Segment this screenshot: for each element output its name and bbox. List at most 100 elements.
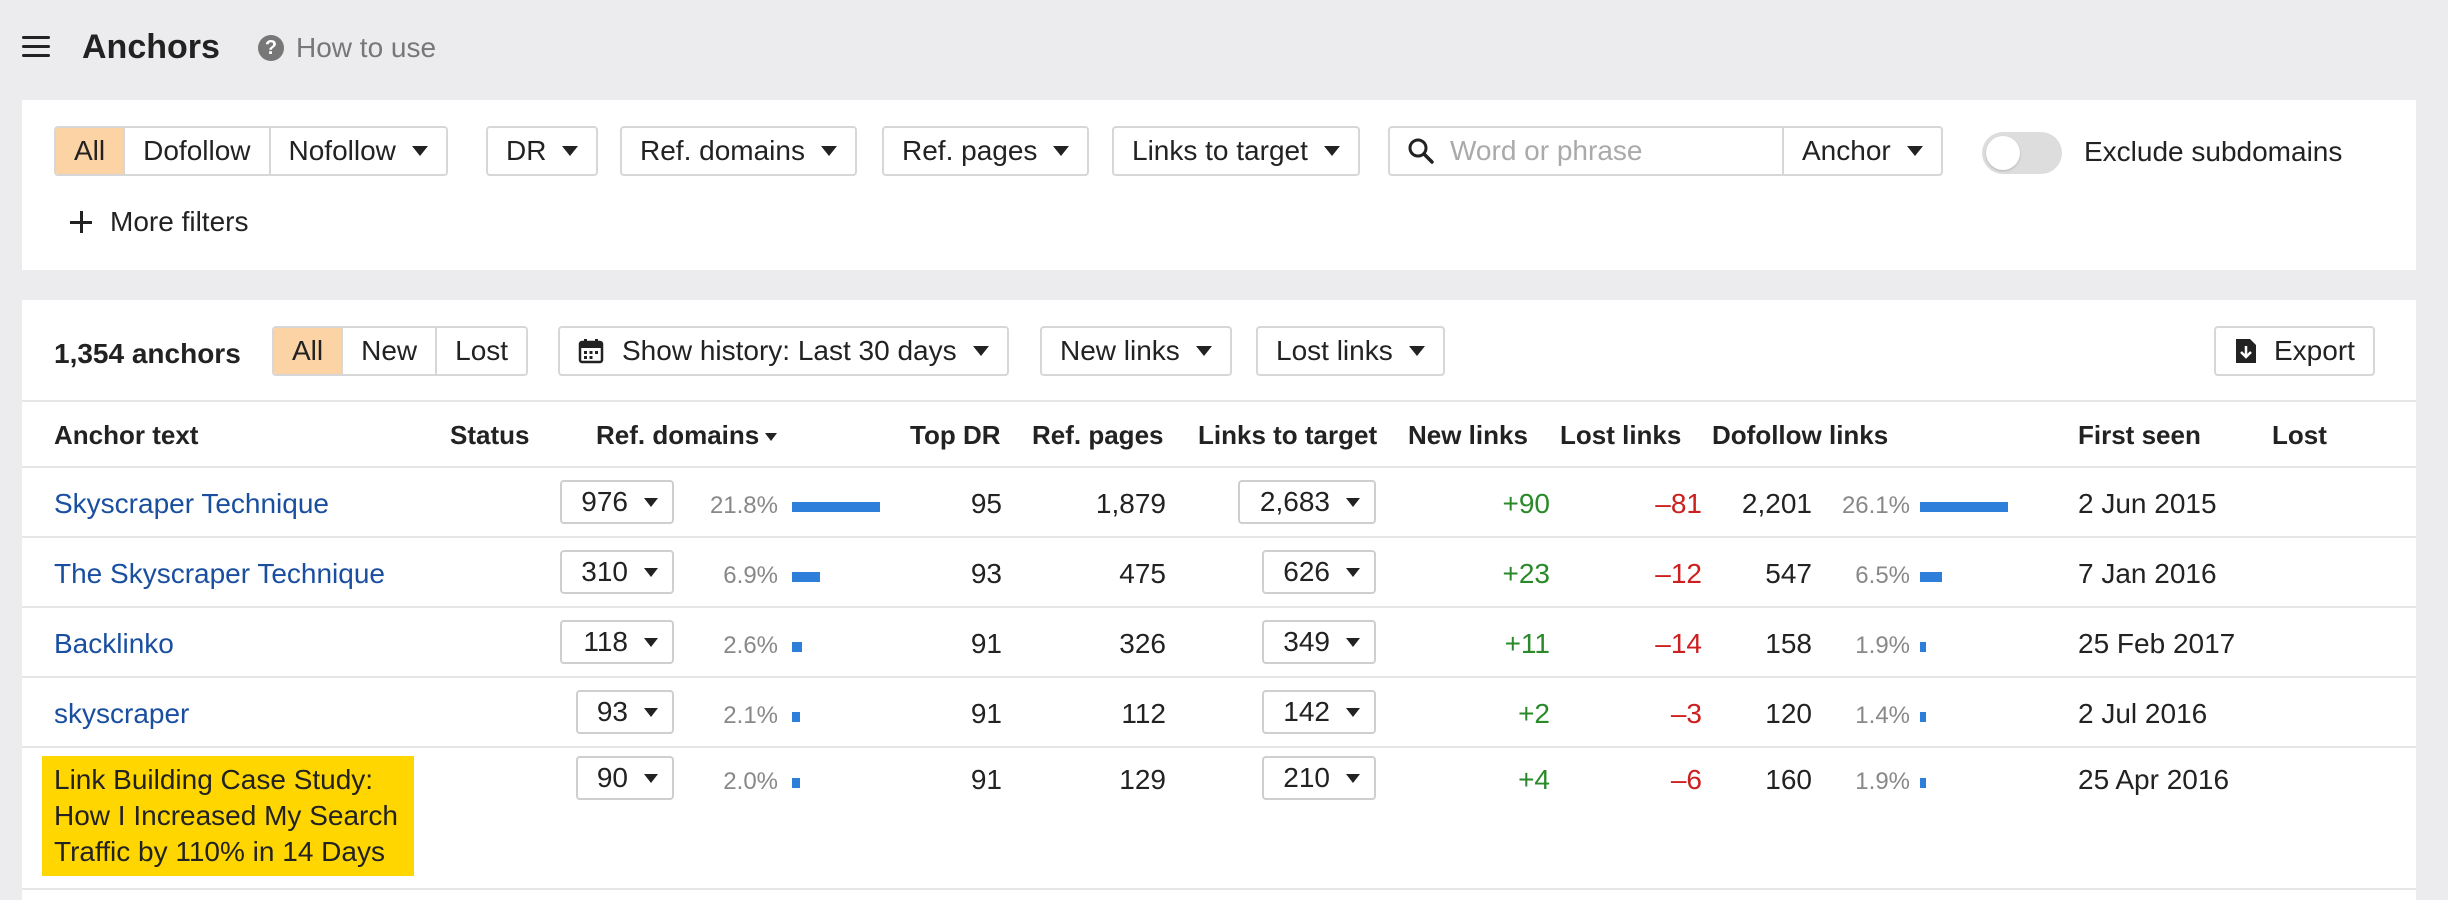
new-links-select[interactable]: New links [1040, 326, 1232, 376]
links-to-target-dropdown[interactable]: 210 [1262, 756, 1376, 800]
ref-domains-dropdown[interactable]: 118 [560, 620, 674, 664]
anchor-text-link[interactable]: Backlinko [54, 628, 174, 659]
col-anchor-text[interactable]: Anchor text [54, 420, 199, 450]
dofollow-percent: 1.4% [1855, 702, 1910, 729]
links-to-target-dropdown[interactable]: 142 [1262, 690, 1376, 734]
lost-links-value: –14 [1655, 628, 1702, 659]
top-dr-value: 91 [970, 698, 1002, 729]
col-first-seen[interactable]: First seen [2078, 420, 2201, 450]
ref-domains-dropdown[interactable]: 976 [560, 480, 674, 524]
links-to-target-dropdown[interactable]: 2,683 [1238, 480, 1376, 524]
dofollow-share-bar [1920, 502, 2008, 512]
ref-domains-filter-label: Ref. domains [640, 135, 805, 166]
tab-new[interactable]: New [343, 328, 438, 374]
col-ref-domains-label: Ref. domains [596, 420, 760, 450]
anchor-text-link[interactable]: The Skyscraper Technique [54, 558, 385, 589]
how-to-use-label: How to use [296, 32, 437, 63]
export-button[interactable]: Export [2214, 326, 2375, 376]
col-top-dr[interactable]: Top DR [910, 420, 1001, 450]
exclude-subdomains-label: Exclude subdomains [2084, 136, 2343, 167]
dofollow-share-bar [1920, 712, 1926, 722]
row-divider [22, 606, 2416, 608]
ref-pages-value: 475 [1119, 558, 1166, 589]
anchor-text-link[interactable]: Skyscraper Technique [54, 488, 329, 519]
menu-icon[interactable] [22, 36, 50, 58]
links-to-target-filter[interactable]: Links to target [1112, 126, 1360, 176]
ref-domains-percent: 2.0% [723, 768, 778, 795]
how-to-use-link[interactable]: ? How to use [258, 32, 436, 64]
ref-domains-share-bar [792, 502, 880, 512]
anchor-text-link[interactable]: skyscraper [54, 698, 190, 729]
chevron-down-icon [644, 773, 658, 783]
ref-domains-dropdown[interactable]: 90 [576, 756, 674, 800]
anchors-count: 1,354 anchors [54, 338, 241, 369]
new-links-label: New links [1060, 335, 1180, 366]
page-title: Anchors [82, 28, 220, 66]
first-seen-date: 25 Feb 2017 [2078, 628, 2236, 659]
ref-domains-value: 310 [581, 556, 628, 587]
dr-filter[interactable]: DR [486, 126, 599, 176]
chevron-down-icon [644, 707, 658, 717]
ref-domains-dropdown[interactable]: 310 [560, 550, 674, 594]
ref-domains-percent: 2.6% [723, 632, 778, 659]
exclude-subdomains-toggle[interactable] [1982, 132, 2062, 174]
col-links-to-target[interactable]: Links to target [1198, 420, 1378, 450]
filter-nofollow[interactable]: Nofollow [270, 128, 446, 174]
lost-links-select[interactable]: Lost links [1256, 326, 1445, 376]
col-new-links[interactable]: New links [1408, 420, 1528, 450]
row-divider [22, 676, 2416, 678]
chevron-down-icon [644, 637, 658, 647]
history-tabs: All New Lost [272, 326, 529, 376]
filter-all[interactable]: All [56, 128, 126, 174]
ref-domains-value: 93 [596, 696, 628, 727]
row-divider [22, 536, 2416, 538]
search-input[interactable] [1450, 135, 1770, 167]
filter-dofollow[interactable]: Dofollow [125, 128, 271, 174]
ref-domains-share-bar [792, 642, 802, 652]
chevron-down-icon [644, 497, 658, 507]
ref-pages-filter-label: Ref. pages [902, 135, 1038, 166]
sort-desc-icon [765, 433, 778, 442]
help-icon: ? [258, 35, 284, 61]
tab-all[interactable]: All [274, 328, 344, 374]
col-lost-links[interactable]: Lost links [1560, 420, 1682, 450]
chevron-down-icon [1346, 497, 1360, 507]
ref-domains-filter[interactable]: Ref. domains [620, 126, 857, 176]
table-row: Backlinko 118 2.6% 91 326 349 +11 –14 15… [22, 608, 2416, 678]
first-seen-date: 7 Jan 2016 [2078, 558, 2217, 589]
table-row: The Skyscraper Technique 310 6.9% 93 475… [22, 538, 2416, 608]
search-scope-label: Anchor [1802, 135, 1891, 166]
search-scope-select[interactable]: Anchor [1782, 126, 1943, 176]
toggle-knob [1986, 136, 2020, 170]
calendar-icon [578, 339, 604, 364]
top-dr-value: 91 [970, 764, 1002, 795]
table-row: Link Building Case Study: How I Increase… [22, 748, 2416, 898]
anchor-text-link[interactable]: Link Building Case Study: How I Increase… [42, 756, 414, 876]
dofollow-links-value: 120 [1765, 698, 1812, 729]
links-to-target-dropdown[interactable]: 349 [1262, 620, 1376, 664]
ref-domains-dropdown[interactable]: 93 [576, 690, 674, 734]
lost-links-value: –3 [1670, 698, 1702, 729]
col-status[interactable]: Status [450, 420, 530, 450]
top-dr-value: 91 [970, 628, 1002, 659]
divider [22, 466, 2416, 468]
tab-lost[interactable]: Lost [437, 328, 527, 374]
dofollow-share-bar [1920, 572, 1942, 582]
show-history-select[interactable]: Show history: Last 30 days [558, 326, 1009, 376]
lost-links-value: –12 [1655, 558, 1702, 589]
col-ref-domains[interactable]: Ref. domains [596, 420, 778, 451]
ref-pages-value: 129 [1119, 764, 1166, 795]
row-divider [22, 888, 2416, 890]
col-dofollow-links[interactable]: Dofollow links [1712, 420, 1889, 450]
chevron-down-icon [1053, 146, 1070, 156]
col-ref-pages[interactable]: Ref. pages [1032, 420, 1164, 450]
ref-pages-filter[interactable]: Ref. pages [882, 126, 1090, 176]
col-lost[interactable]: Lost [2272, 420, 2327, 450]
chevron-down-icon [1346, 567, 1360, 577]
chevron-down-icon [1906, 146, 1923, 156]
link-type-filter: All Dofollow Nofollow [54, 126, 448, 176]
links-to-target-dropdown[interactable]: 626 [1262, 550, 1376, 594]
ref-domains-percent: 2.1% [723, 702, 778, 729]
dofollow-percent: 1.9% [1855, 768, 1910, 795]
more-filters-button[interactable]: More filters [70, 206, 248, 238]
